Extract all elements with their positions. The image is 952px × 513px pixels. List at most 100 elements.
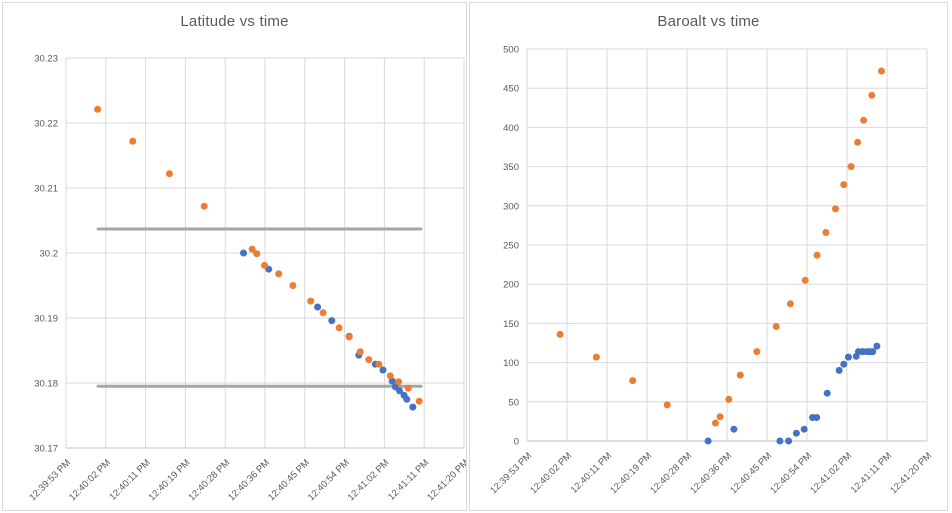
x-tick-label: 12:41:20 PM xyxy=(425,457,466,503)
data-point-latitude-orange[interactable] xyxy=(289,282,297,289)
y-tick-label: 0 xyxy=(514,437,519,448)
data-point-baroalt-blue[interactable] xyxy=(835,366,843,374)
data-point-baroalt-orange[interactable] xyxy=(813,251,821,259)
data-point-baroalt-blue[interactable] xyxy=(730,425,738,433)
data-point-latitude-blue[interactable] xyxy=(403,395,411,403)
data-point-baroalt-blue[interactable] xyxy=(792,429,800,437)
data-point-latitude-orange[interactable] xyxy=(200,202,208,210)
x-tick-label: 12:41:02 PM xyxy=(346,457,392,503)
y-tick-label: 30.17 xyxy=(34,444,58,455)
data-point-latitude-orange[interactable] xyxy=(94,105,102,113)
data-point-baroalt-orange[interactable] xyxy=(663,401,671,409)
data-point-latitude-blue[interactable] xyxy=(240,249,247,257)
data-point-baroalt-blue[interactable] xyxy=(776,437,784,445)
latitude-plot-area: 30.23 30.22 30.21 30.2 30.19 30.18 30.17 12:39:… xyxy=(27,54,466,504)
x-tick-label: 12:40:19 PM xyxy=(608,450,654,496)
x-tick-label: 12:40:02 PM xyxy=(67,457,113,503)
data-point-baroalt-orange[interactable] xyxy=(753,348,761,356)
x-tick-label: 12:40:54 PM xyxy=(306,457,352,503)
y-tick-label: 30.22 xyxy=(34,119,58,130)
data-point-baroalt-orange[interactable] xyxy=(592,353,600,361)
chart-baroalt-vs-time[interactable]: Baroalt vs time 500 450 400 350 300 250 200 150… xyxy=(469,2,948,511)
data-point-latitude-orange[interactable] xyxy=(415,397,423,405)
data-point-baroalt-orange[interactable] xyxy=(832,205,839,213)
x-tick-label: 12:39:53 PM xyxy=(27,457,73,503)
y-tick-label: 250 xyxy=(503,241,519,252)
data-point-baroalt-blue[interactable] xyxy=(823,389,831,397)
data-point-baroalt-orange[interactable] xyxy=(772,323,780,330)
data-point-latitude-orange[interactable] xyxy=(335,324,343,332)
data-point-latitude-blue[interactable] xyxy=(328,317,336,325)
y-tick-label: 30.2 xyxy=(40,249,59,260)
x-tick-label: 12:40:54 PM xyxy=(768,450,814,496)
y-tick-label: 200 xyxy=(503,280,519,291)
x-tick-label: 12:40:45 PM xyxy=(266,457,312,503)
y-tick-label: 300 xyxy=(503,201,519,212)
y-tick-label: 500 xyxy=(503,45,519,56)
data-point-latitude-orange[interactable] xyxy=(375,360,383,368)
data-point-latitude-orange[interactable] xyxy=(356,348,364,356)
data-point-latitude-orange[interactable] xyxy=(365,356,373,364)
data-point-latitude-orange[interactable] xyxy=(165,170,173,178)
x-tick-label: 12:40:28 PM xyxy=(186,457,232,503)
chart-latitude-vs-time[interactable]: Latitude vs time 30.23 30.22 30.21 30.2 30.1… xyxy=(2,2,467,511)
data-point-baroalt-orange[interactable] xyxy=(716,413,724,421)
data-point-baroalt-orange[interactable] xyxy=(878,67,885,75)
data-point-latitude-orange[interactable] xyxy=(386,372,394,380)
data-point-latitude-orange[interactable] xyxy=(248,245,256,253)
data-point-latitude-orange[interactable] xyxy=(319,309,327,317)
y-tick-label: 30.23 xyxy=(34,54,58,65)
data-point-baroalt-orange[interactable] xyxy=(822,229,830,236)
data-point-baroalt-blue[interactable] xyxy=(873,342,881,350)
y-tick-label: 30.21 xyxy=(34,184,58,195)
x-tick-label: 12:40:28 PM xyxy=(648,450,694,496)
x-tick-label: 12:40:36 PM xyxy=(226,457,272,503)
y-tick-label: 100 xyxy=(503,358,519,369)
data-point-baroalt-blue[interactable] xyxy=(800,425,808,433)
data-point-baroalt-orange[interactable] xyxy=(556,330,564,338)
x-tick-label: 12:40:45 PM xyxy=(728,450,774,496)
data-point-latitude-orange[interactable] xyxy=(253,250,261,258)
data-point-latitude-blue[interactable] xyxy=(409,403,417,411)
data-point-latitude-orange[interactable] xyxy=(275,270,283,278)
chart-title-baroalt[interactable]: Baroalt vs time xyxy=(657,13,760,30)
data-point-baroalt-orange[interactable] xyxy=(712,419,719,427)
y-tick-label: 30.19 xyxy=(34,314,58,325)
data-point-latitude-blue[interactable] xyxy=(379,366,387,374)
data-point-baroalt-blue[interactable] xyxy=(840,360,848,368)
data-point-baroalt-orange[interactable] xyxy=(840,181,848,189)
data-point-baroalt-blue[interactable] xyxy=(844,353,852,361)
data-point-latitude-orange[interactable] xyxy=(345,333,353,341)
y-tick-label: 50 xyxy=(508,397,519,408)
y-tick-label: 350 xyxy=(503,162,519,173)
x-tick-label: 12:41:02 PM xyxy=(808,450,854,496)
data-point-baroalt-orange[interactable] xyxy=(725,395,733,403)
data-point-latitude-orange[interactable] xyxy=(307,297,315,305)
data-point-latitude-orange[interactable] xyxy=(129,137,137,145)
data-point-latitude-blue[interactable] xyxy=(396,387,403,395)
y-tick-label: 30.18 xyxy=(34,379,58,390)
y-tick-label: 400 xyxy=(503,123,519,134)
data-point-baroalt-orange[interactable] xyxy=(854,138,862,146)
data-point-latitude-orange[interactable] xyxy=(395,378,403,386)
chart-title-latitude[interactable]: Latitude vs time xyxy=(180,13,289,30)
data-point-latitude-orange[interactable] xyxy=(261,261,268,269)
data-point-baroalt-orange[interactable] xyxy=(786,300,794,308)
data-point-baroalt-blue[interactable] xyxy=(785,437,793,445)
data-point-baroalt-blue[interactable] xyxy=(704,437,712,445)
data-point-baroalt-orange[interactable] xyxy=(736,371,744,379)
data-point-baroalt-orange[interactable] xyxy=(860,116,868,124)
x-tick-label: 12:39:53 PM xyxy=(488,450,534,496)
data-point-baroalt-orange[interactable] xyxy=(847,163,855,171)
data-point-baroalt-blue[interactable] xyxy=(813,414,821,421)
data-point-baroalt-orange[interactable] xyxy=(629,377,637,385)
x-tick-label: 12:40:02 PM xyxy=(528,450,574,496)
data-point-baroalt-blue[interactable] xyxy=(869,348,877,356)
data-point-latitude-blue[interactable] xyxy=(314,303,322,311)
data-point-latitude-orange[interactable] xyxy=(404,384,412,392)
data-point-baroalt-orange[interactable] xyxy=(801,276,809,284)
data-point-baroalt-orange[interactable] xyxy=(868,91,876,99)
y-tick-label: 150 xyxy=(503,319,519,330)
